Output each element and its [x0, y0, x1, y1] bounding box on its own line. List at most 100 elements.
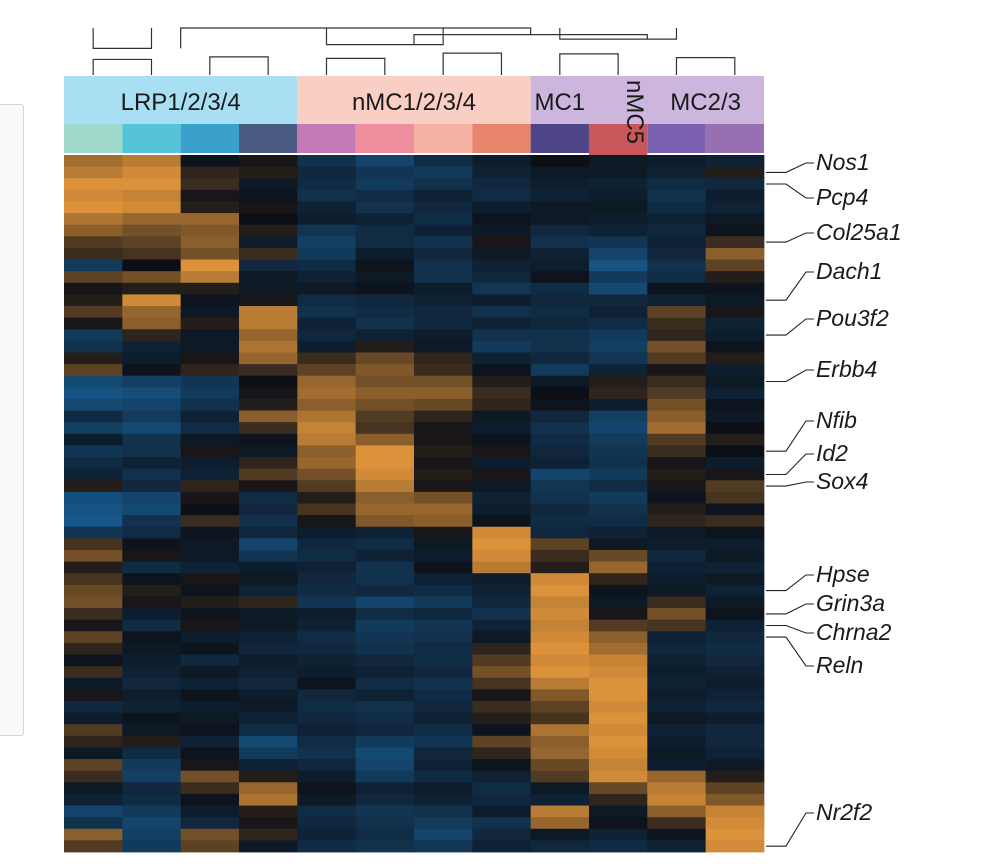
gene-label-grin3a: Grin3a — [816, 590, 885, 616]
cell-r14-c10 — [647, 317, 707, 330]
cell-r19-c6 — [413, 375, 473, 388]
cell-r7-c9 — [588, 236, 648, 249]
cell-r34-c8 — [530, 549, 590, 562]
cell-r48-c1 — [122, 712, 182, 725]
cell-r16-c1 — [122, 340, 182, 353]
cell-r2-c3 — [238, 178, 298, 191]
gene-label-col25a1: Col25a1 — [816, 219, 902, 245]
cell-r15-c4 — [297, 329, 357, 342]
cell-r36-c5 — [355, 573, 415, 586]
cell-r9-c8 — [530, 259, 590, 272]
cell-r28-c11 — [705, 480, 765, 493]
cell-r44-c5 — [355, 666, 415, 679]
cell-r29-c10 — [647, 491, 707, 504]
cell-r56-c11 — [705, 805, 765, 818]
cell-r28-c7 — [472, 480, 532, 493]
cell-r54-c1 — [122, 782, 182, 795]
cell-r17-c5 — [355, 352, 415, 365]
cell-r38-c10 — [647, 596, 707, 609]
cell-r24-c3 — [238, 433, 298, 446]
cell-r28-c5 — [355, 480, 415, 493]
cell-r44-c3 — [238, 666, 298, 679]
cell-r4-c11 — [705, 201, 765, 214]
cell-r3-c11 — [705, 189, 765, 202]
cell-r27-c10 — [647, 468, 707, 481]
cell-r49-c4 — [297, 724, 357, 737]
cell-r27-c0 — [64, 468, 123, 481]
cell-r2-c0 — [64, 178, 123, 191]
cell-r48-c8 — [530, 712, 590, 725]
cell-r42-c4 — [297, 642, 357, 655]
cell-r43-c1 — [122, 654, 182, 667]
cell-r22-c10 — [647, 410, 707, 423]
cell-r2-c9 — [588, 178, 648, 191]
cell-r14-c11 — [705, 317, 765, 330]
cell-r42-c0 — [64, 642, 123, 655]
cell-r20-c3 — [238, 387, 298, 400]
cell-r31-c0 — [64, 515, 123, 528]
cell-r43-c11 — [705, 654, 765, 667]
cell-r9-c10 — [647, 259, 707, 272]
cell-r23-c11 — [705, 422, 765, 435]
cell-r43-c9 — [588, 654, 648, 667]
cell-r30-c2 — [180, 503, 240, 516]
cell-r39-c6 — [413, 608, 473, 621]
cell-r21-c9 — [588, 398, 648, 411]
cell-r24-c10 — [647, 433, 707, 446]
cell-r41-c3 — [238, 631, 298, 644]
cell-r3-c8 — [530, 189, 590, 202]
cell-r59-c0 — [64, 840, 123, 853]
cell-r49-c8 — [530, 724, 590, 737]
cell-r8-c9 — [588, 247, 648, 260]
cell-r4-c3 — [238, 201, 298, 214]
column-color-bars — [64, 124, 764, 153]
column-bar-2 — [180, 124, 239, 153]
cell-r40-c8 — [530, 619, 590, 632]
cell-r24-c7 — [472, 433, 532, 446]
cell-r21-c1 — [122, 398, 182, 411]
cell-r34-c9 — [588, 549, 648, 562]
cell-r24-c5 — [355, 433, 415, 446]
cell-r57-c5 — [355, 817, 415, 830]
cell-r4-c9 — [588, 201, 648, 214]
cell-r34-c7 — [472, 549, 532, 562]
cell-r8-c6 — [413, 247, 473, 260]
cell-r3-c9 — [588, 189, 648, 202]
cell-r1-c4 — [297, 166, 357, 179]
cell-r15-c6 — [413, 329, 473, 342]
cell-r47-c6 — [413, 700, 473, 713]
cell-r34-c2 — [180, 549, 240, 562]
cell-r2-c2 — [180, 178, 240, 191]
cell-r14-c7 — [472, 317, 532, 330]
cell-r2-c8 — [530, 178, 590, 191]
cell-r14-c8 — [530, 317, 590, 330]
cell-r56-c2 — [180, 805, 240, 818]
dendrogram — [92, 27, 736, 75]
cell-r41-c11 — [705, 631, 765, 644]
cell-r54-c0 — [64, 782, 123, 795]
cell-r23-c8 — [530, 422, 590, 435]
cell-r26-c8 — [530, 457, 590, 470]
gene-leader-5 — [765, 369, 814, 383]
cell-r9-c6 — [413, 259, 473, 272]
cell-r18-c11 — [705, 364, 765, 377]
cell-r39-c2 — [180, 608, 240, 621]
cell-r37-c10 — [647, 584, 707, 597]
cell-r57-c9 — [588, 817, 648, 830]
cell-r7-c3 — [238, 236, 298, 249]
cell-r11-c10 — [647, 282, 707, 295]
cell-r16-c11 — [705, 340, 765, 353]
cell-r47-c5 — [355, 700, 415, 713]
cell-r45-c7 — [472, 677, 532, 690]
cell-r11-c0 — [64, 282, 123, 295]
cell-r7-c7 — [472, 236, 532, 249]
cell-r29-c6 — [413, 491, 473, 504]
cell-r1-c6 — [413, 166, 473, 179]
cell-r4-c1 — [122, 201, 182, 214]
column-bar-0 — [64, 124, 123, 153]
cell-r5-c0 — [64, 213, 123, 226]
cell-r1-c2 — [180, 166, 240, 179]
dendrogram-link-7 — [675, 57, 736, 75]
cell-r14-c9 — [588, 317, 648, 330]
cell-r58-c0 — [64, 828, 123, 841]
